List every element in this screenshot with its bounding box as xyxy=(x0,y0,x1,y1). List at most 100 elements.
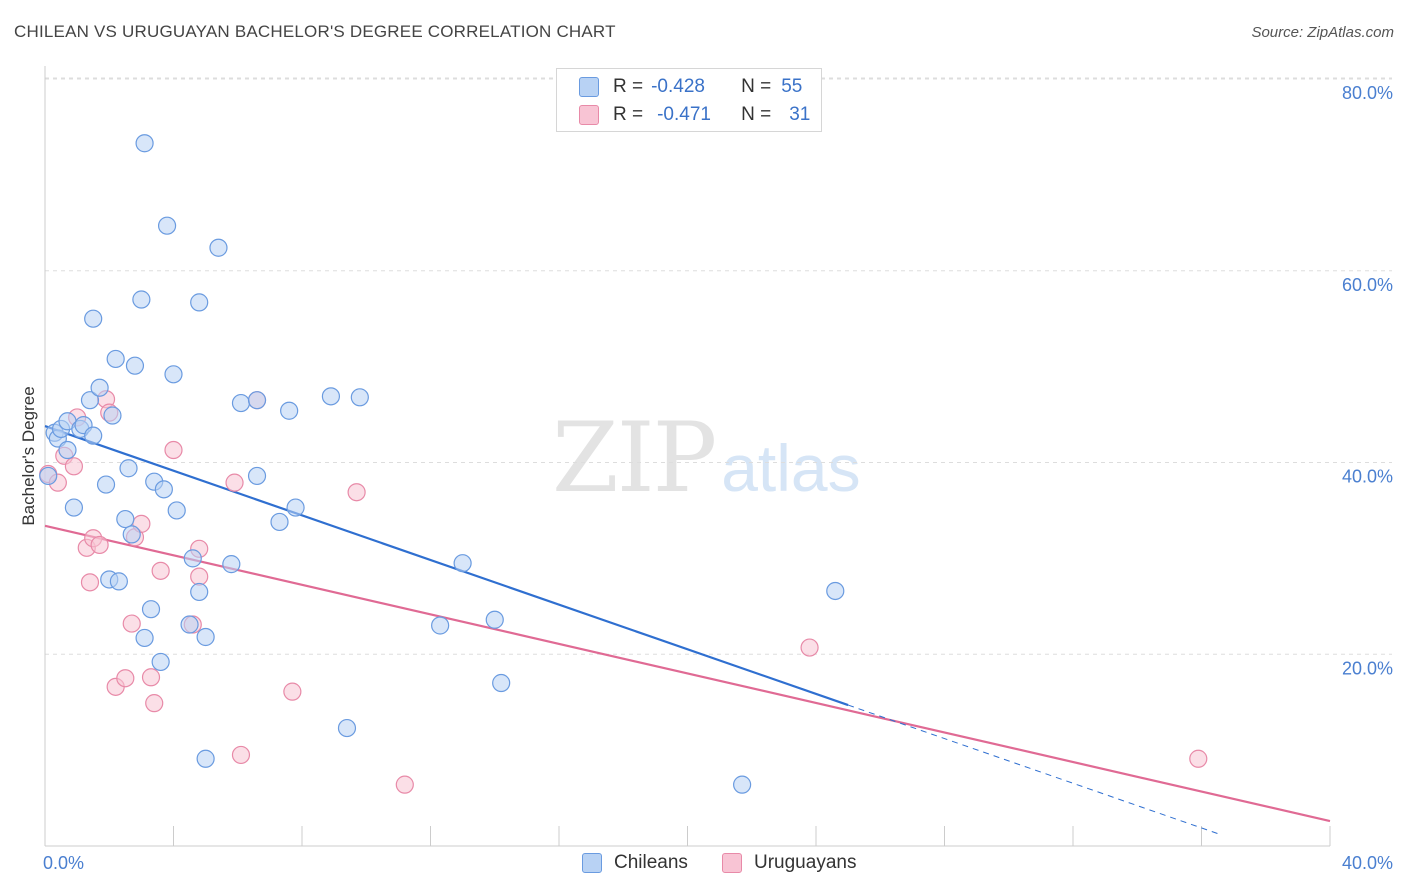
chileans-point xyxy=(183,549,202,568)
chileans-point xyxy=(826,581,845,601)
uruguayans-point xyxy=(64,457,84,476)
uruguayans-point xyxy=(141,668,161,687)
legend-item-chileans[interactable]: Chileans xyxy=(582,852,688,874)
legend-row-uruguayans: R = -0.471 N = 31 xyxy=(579,101,810,129)
chileans-point xyxy=(109,572,128,591)
x-tick-label-left: 0.0% xyxy=(43,853,84,873)
chileans-point xyxy=(733,775,752,794)
uruguayans-label: Uruguayans xyxy=(754,852,857,873)
chileans-point xyxy=(39,466,58,486)
uruguayans-swatch xyxy=(722,853,742,873)
series-legend: Chileans Uruguayans xyxy=(0,852,1406,878)
chileans-trend-line xyxy=(44,425,849,707)
uruguayans-point xyxy=(116,669,135,688)
tick-labels: 20.0% 40.0% 60.0% 80.0% 0.0% 40.0% Bachelor's … xyxy=(19,83,1393,873)
chart-title: CHILEAN VS URUGUAYAN BACHELOR'S DEGREE C… xyxy=(14,22,616,41)
chileans-point xyxy=(122,525,141,544)
chileans-point xyxy=(164,365,183,384)
chileans-point xyxy=(132,290,151,309)
legend-r-label: R = xyxy=(613,76,644,97)
y-tick-label-60: 60.0% xyxy=(1342,275,1393,295)
watermark-zip: ZIP xyxy=(552,402,717,514)
legend-n-value: 55 xyxy=(781,76,803,97)
legend-item-uruguayans[interactable]: Uruguayans xyxy=(722,852,856,874)
trend-lines xyxy=(44,425,1331,835)
watermark-atlas: atlas xyxy=(721,431,861,505)
legend-r-value: -0.428 xyxy=(651,76,705,97)
chileans-point xyxy=(196,749,215,768)
chileans-point xyxy=(157,216,177,235)
chileans-point xyxy=(180,615,199,634)
uruguayans-point xyxy=(347,483,366,502)
uruguayans-point xyxy=(395,775,414,794)
legend-swatch-blue xyxy=(579,77,599,97)
legend-r-value: -0.471 xyxy=(657,104,711,125)
uruguayans-point xyxy=(231,745,251,765)
chileans-point xyxy=(151,652,170,672)
chileans-label: Chileans xyxy=(614,852,688,873)
uruguayans-points xyxy=(39,390,1208,794)
chileans-point xyxy=(286,498,305,517)
chileans-point xyxy=(337,718,357,738)
chileans-point xyxy=(154,480,173,499)
chileans-point xyxy=(135,134,154,153)
legend-n-label: N = xyxy=(741,76,772,97)
uruguayans-point xyxy=(151,561,170,580)
chileans-point xyxy=(141,600,161,619)
chileans-point xyxy=(84,426,103,445)
uruguayans-point xyxy=(1189,749,1208,768)
grid xyxy=(45,77,1392,655)
uruguayans-point xyxy=(164,440,183,460)
chileans-point xyxy=(135,628,154,648)
uruguayans-point xyxy=(800,638,819,657)
uruguayans-point xyxy=(283,682,302,701)
chileans-point xyxy=(270,512,289,532)
chileans-point xyxy=(321,387,341,406)
axes xyxy=(44,66,1331,847)
chileans-points xyxy=(39,134,845,794)
chileans-point xyxy=(431,616,450,635)
legend-n-value: 31 xyxy=(789,104,811,125)
chileans-point xyxy=(453,554,472,573)
y-tick-label-80: 80.0% xyxy=(1342,83,1393,103)
uruguayans-trend-line xyxy=(44,524,1331,823)
chileans-point xyxy=(492,673,511,693)
watermark: ZIPatlas xyxy=(552,402,861,514)
uruguayans-point xyxy=(225,473,244,492)
correlation-legend: R = -0.428 N = 55 R = -0.471 N = 31 xyxy=(556,68,822,132)
chileans-point xyxy=(96,475,116,494)
chileans-point xyxy=(196,627,215,647)
chileans-point xyxy=(58,440,77,460)
uruguayans-point xyxy=(190,567,209,586)
chileans-point xyxy=(247,391,267,410)
chileans-point xyxy=(247,466,267,486)
chileans-trend-extension xyxy=(847,704,1218,835)
y-tick-label-20: 20.0% xyxy=(1342,658,1393,678)
uruguayans-point xyxy=(145,694,164,713)
uruguayans-point xyxy=(90,535,109,555)
x-tick-label-right: 40.0% xyxy=(1342,853,1393,873)
chileans-point xyxy=(485,610,504,629)
chileans-point xyxy=(167,501,186,520)
chileans-point xyxy=(84,309,103,328)
chileans-point xyxy=(280,401,299,420)
chileans-point xyxy=(209,238,228,257)
chileans-point xyxy=(80,391,100,410)
chileans-point xyxy=(64,498,84,517)
chileans-point xyxy=(106,349,125,369)
chileans-point xyxy=(190,582,209,602)
y-axis-title: Bachelor's Degree xyxy=(19,386,38,525)
legend-swatch-pink xyxy=(579,105,599,125)
y-tick-label-40: 40.0% xyxy=(1342,467,1393,487)
chileans-point xyxy=(119,459,138,478)
chileans-point xyxy=(103,406,122,425)
chileans-point xyxy=(116,509,135,529)
legend-row-chileans: R = -0.428 N = 55 xyxy=(579,73,802,101)
source-label: Source: ZipAtlas.com xyxy=(1251,24,1394,41)
uruguayans-point xyxy=(80,573,100,592)
chileans-point xyxy=(350,388,369,407)
chileans-point xyxy=(190,293,209,312)
chileans-point xyxy=(90,378,109,397)
legend-r-label: R = xyxy=(613,104,644,125)
